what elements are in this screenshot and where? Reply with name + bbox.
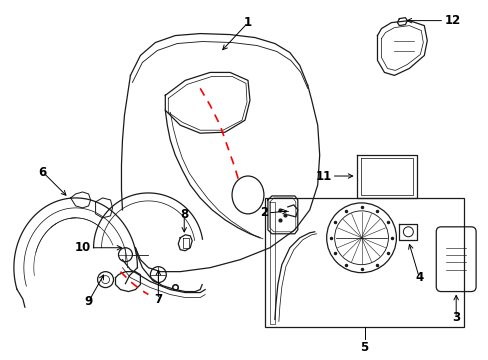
Text: 1: 1 <box>244 16 251 29</box>
Text: 7: 7 <box>154 293 162 306</box>
Text: 6: 6 <box>39 166 47 179</box>
Text: 10: 10 <box>74 241 90 254</box>
Text: 3: 3 <box>451 311 459 324</box>
Text: 4: 4 <box>414 271 423 284</box>
Text: 2: 2 <box>259 206 267 219</box>
Text: 11: 11 <box>315 170 331 183</box>
Text: 9: 9 <box>84 295 93 308</box>
Text: 8: 8 <box>180 208 188 221</box>
Text: 5: 5 <box>360 341 368 354</box>
Bar <box>264 198 463 328</box>
Text: 12: 12 <box>443 14 460 27</box>
